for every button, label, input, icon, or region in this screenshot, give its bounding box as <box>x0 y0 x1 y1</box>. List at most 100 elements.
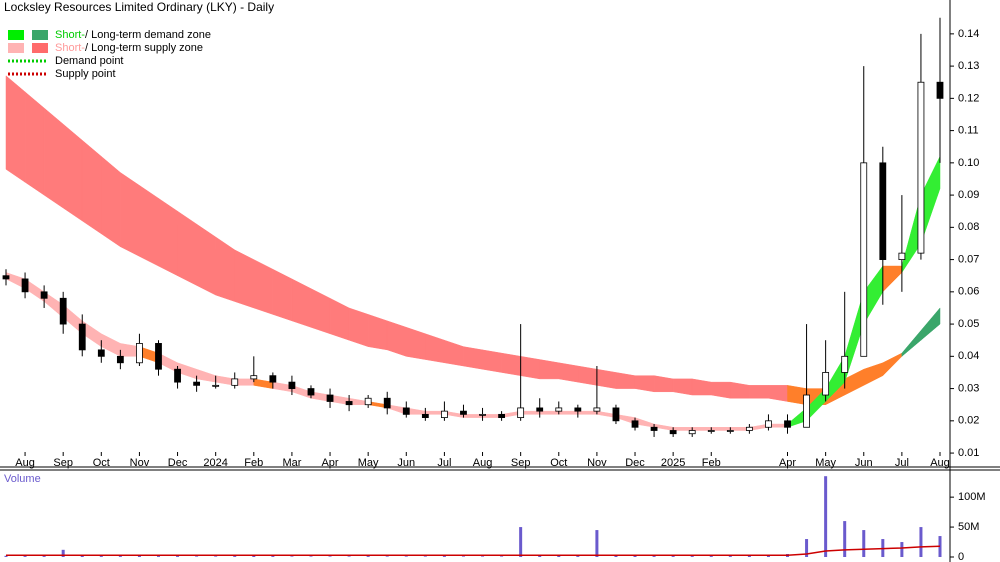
y-tick-label: 0.07 <box>958 253 979 265</box>
volume-bar <box>576 556 580 557</box>
volume-bar <box>195 556 199 557</box>
candle-body <box>745 426 753 431</box>
volume-bar <box>500 556 504 557</box>
long-zone-segment <box>234 249 255 309</box>
candle-body <box>631 420 639 428</box>
long-zone-segment <box>558 362 579 383</box>
candle-body <box>155 343 162 370</box>
volume-bar <box>690 556 694 557</box>
candle-body <box>21 278 29 293</box>
x-tick-label: Apr <box>779 457 796 469</box>
long-zone-segment <box>463 346 483 370</box>
candle-body <box>116 355 124 364</box>
volume-bar <box>671 556 675 557</box>
long-zone-segment <box>425 333 445 364</box>
volume-bar <box>461 556 465 557</box>
x-tick-label: Mar <box>282 457 301 469</box>
volume-bar <box>404 556 408 557</box>
long-zone-segment <box>901 329 922 357</box>
volume-bar <box>99 556 103 557</box>
volume-bar <box>919 527 923 557</box>
y-tick-label: 100M <box>958 491 986 503</box>
candle-body <box>364 397 372 406</box>
long-zone-segment <box>920 307 941 341</box>
volume-bar <box>328 556 332 557</box>
legend-part: Long-term demand zone <box>91 29 211 41</box>
y-tick-label: 0.14 <box>958 28 979 40</box>
short-zone-segment <box>882 265 903 293</box>
x-tick-label: Nov <box>130 457 150 469</box>
y-tick-label: 0.04 <box>958 350 979 362</box>
volume-bar <box>824 476 828 557</box>
long-zone-segment <box>768 385 788 402</box>
long-zone-segment <box>539 359 560 380</box>
legend-part: Supply point <box>55 68 116 80</box>
candle-body <box>402 407 410 415</box>
candle-body <box>917 81 925 254</box>
legend-swatch <box>8 43 24 53</box>
long-zone-segment <box>367 314 388 351</box>
candle-body <box>460 410 467 415</box>
x-tick-label: Dec <box>168 457 188 469</box>
legend-label: Supply point <box>55 68 116 80</box>
chart-title: Locksley Resources Limited Ordinary (LKY… <box>4 0 274 14</box>
volume-bar <box>805 539 809 557</box>
volume-bar <box>366 556 370 557</box>
long-zone-segment <box>158 197 178 277</box>
candle-body <box>269 375 277 383</box>
candle-body <box>879 162 887 260</box>
candle-body <box>441 410 448 418</box>
long-zone-segment <box>863 362 884 386</box>
y-tick-label: 0.10 <box>958 157 979 169</box>
x-tick-label: Jul <box>437 457 451 469</box>
short-zone-segment <box>558 410 579 415</box>
candle-body <box>536 407 544 412</box>
candle-body <box>479 413 486 416</box>
short-zone-segment <box>672 427 693 431</box>
x-tick-label: 2024 <box>203 457 227 469</box>
long-zone-segment <box>120 172 140 257</box>
candle-body <box>174 368 181 383</box>
volume-bar <box>747 555 751 557</box>
legend-label: Short-/ Long-term demand zone <box>55 29 211 41</box>
volume-bar <box>42 556 46 557</box>
y-tick-label: 0 <box>958 551 964 562</box>
long-zone-segment <box>139 184 159 267</box>
x-tick-label: May <box>815 457 836 469</box>
long-zone-segment <box>101 155 121 248</box>
y-tick-label: 0.08 <box>958 221 979 233</box>
legend-part: Short- <box>55 42 85 54</box>
candle-body <box>784 420 791 428</box>
long-zone-segment <box>691 378 712 396</box>
volume-bar <box>614 555 618 557</box>
volume-bar <box>728 556 732 557</box>
long-zone-segment <box>577 365 598 386</box>
x-tick-label: Dec <box>625 457 645 469</box>
x-tick-label: Nov <box>587 457 607 469</box>
long-zone-segment <box>711 381 731 399</box>
candle-body <box>288 381 296 389</box>
long-zone-segment <box>730 381 750 399</box>
candle-body <box>40 291 48 299</box>
volume-title: Volume <box>4 473 41 485</box>
volume-bar <box>766 555 770 557</box>
long-zone-segment <box>215 236 235 302</box>
candle-body <box>193 381 201 386</box>
volume-bar <box>176 556 180 557</box>
y-tick-label: 0.11 <box>958 125 979 137</box>
volume-bar <box>481 556 485 557</box>
candle-body <box>765 420 772 428</box>
y-tick-label: 0.03 <box>958 382 979 394</box>
x-tick-label: Aug <box>15 457 35 469</box>
candle-body <box>517 407 525 418</box>
volume-bar <box>80 555 84 557</box>
volume-bar <box>900 542 904 557</box>
long-zone-segment <box>596 368 617 389</box>
candle-body <box>212 384 220 387</box>
candle-body <box>669 430 677 435</box>
candle-body <box>593 407 601 412</box>
legend-label: Demand point <box>55 55 124 67</box>
y-tick-label: 50M <box>958 521 979 533</box>
volume-average <box>6 545 941 556</box>
long-zone-segment <box>482 349 502 373</box>
